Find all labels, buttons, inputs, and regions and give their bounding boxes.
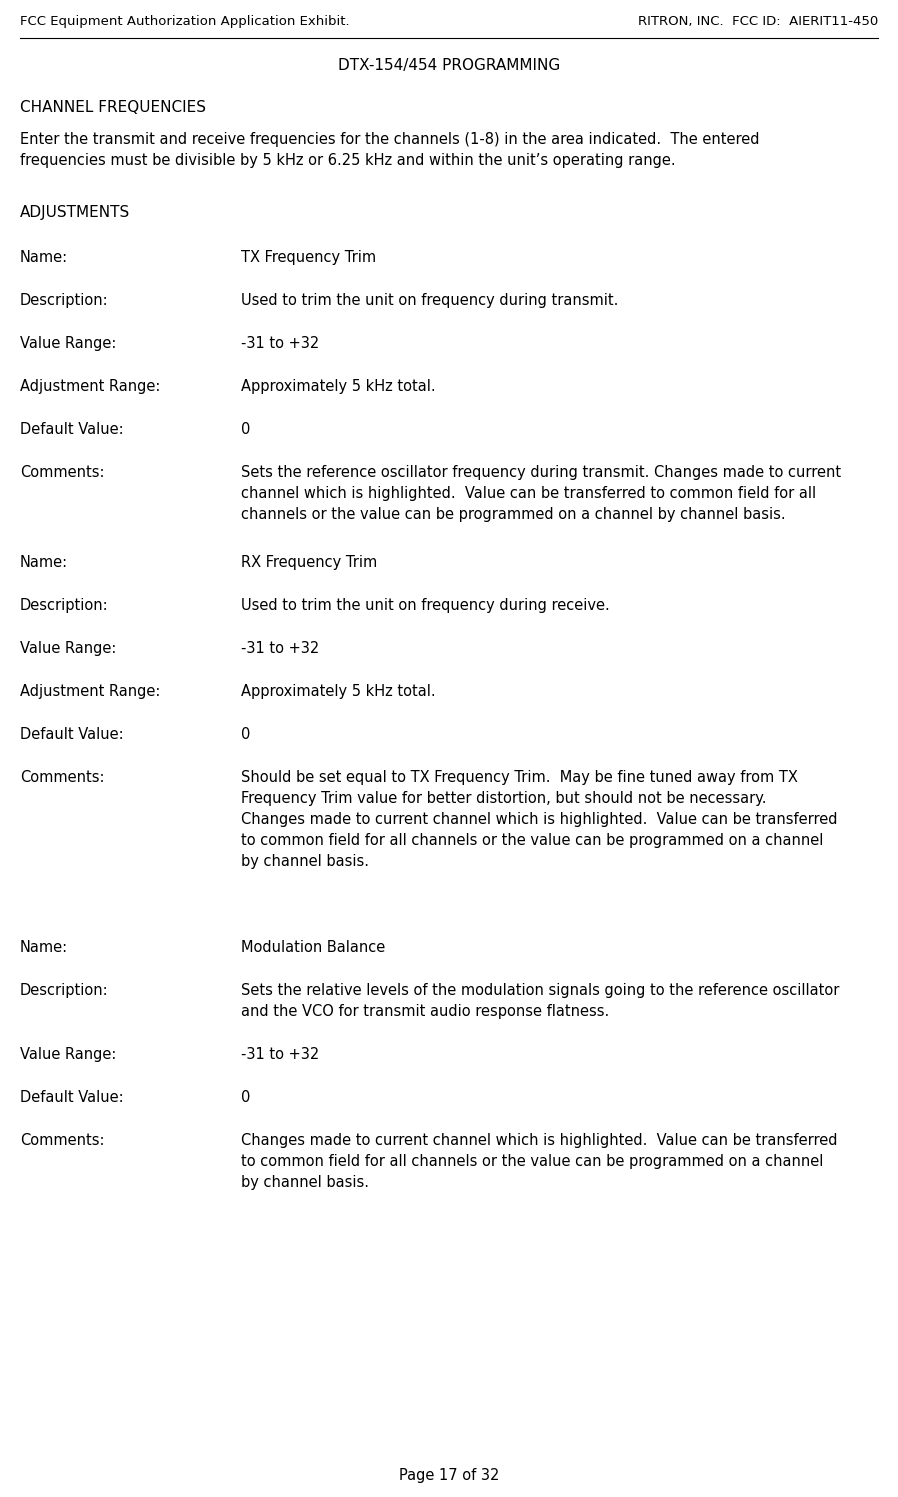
Text: Approximately 5 kHz total.: Approximately 5 kHz total.: [241, 379, 436, 394]
Text: Default Value:: Default Value:: [20, 728, 123, 743]
Text: Modulation Balance: Modulation Balance: [241, 940, 385, 955]
Text: Value Range:: Value Range:: [20, 335, 116, 350]
Text: RX Frequency Trim: RX Frequency Trim: [241, 555, 377, 570]
Text: channel which is highlighted.  Value can be transferred to common field for all: channel which is highlighted. Value can …: [241, 487, 815, 501]
Text: Name:: Name:: [20, 555, 68, 570]
Text: by channel basis.: by channel basis.: [241, 1175, 369, 1190]
Text: Enter the transmit and receive frequencies for the channels (1-8) in the area in: Enter the transmit and receive frequenci…: [20, 132, 759, 147]
Text: Changes made to current channel which is highlighted.  Value can be transferred: Changes made to current channel which is…: [241, 811, 837, 826]
Text: to common field for all channels or the value can be programmed on a channel: to common field for all channels or the …: [241, 1154, 823, 1169]
Text: and the VCO for transmit audio response flatness.: and the VCO for transmit audio response …: [241, 1004, 609, 1019]
Text: DTX-154/454 PROGRAMMING: DTX-154/454 PROGRAMMING: [338, 58, 560, 73]
Text: Approximately 5 kHz total.: Approximately 5 kHz total.: [241, 684, 436, 699]
Text: Adjustment Range:: Adjustment Range:: [20, 684, 160, 699]
Text: Description:: Description:: [20, 293, 109, 308]
Text: ADJUSTMENTS: ADJUSTMENTS: [20, 205, 130, 220]
Text: -31 to +32: -31 to +32: [241, 641, 319, 656]
Text: Sets the reference oscillator frequency during transmit. Changes made to current: Sets the reference oscillator frequency …: [241, 466, 841, 481]
Text: Value Range:: Value Range:: [20, 641, 116, 656]
Text: Default Value:: Default Value:: [20, 422, 123, 437]
Text: 0: 0: [241, 422, 250, 437]
Text: CHANNEL FREQUENCIES: CHANNEL FREQUENCIES: [20, 100, 206, 115]
Text: Name:: Name:: [20, 940, 68, 955]
Text: Comments:: Comments:: [20, 1133, 104, 1148]
Text: Description:: Description:: [20, 597, 109, 612]
Text: Used to trim the unit on frequency during transmit.: Used to trim the unit on frequency durin…: [241, 293, 618, 308]
Text: Default Value:: Default Value:: [20, 1090, 123, 1105]
Text: Comments:: Comments:: [20, 466, 104, 481]
Text: TX Frequency Trim: TX Frequency Trim: [241, 250, 375, 265]
Text: Comments:: Comments:: [20, 769, 104, 784]
Text: -31 to +32: -31 to +32: [241, 335, 319, 350]
Text: RITRON, INC.  FCC ID:  AIERIT11-450: RITRON, INC. FCC ID: AIERIT11-450: [638, 15, 878, 28]
Text: 0: 0: [241, 728, 250, 743]
Text: to common field for all channels or the value can be programmed on a channel: to common field for all channels or the …: [241, 832, 823, 847]
Text: Name:: Name:: [20, 250, 68, 265]
Text: Value Range:: Value Range:: [20, 1046, 116, 1061]
Text: Page 17 of 32: Page 17 of 32: [399, 1469, 499, 1484]
Text: 0: 0: [241, 1090, 250, 1105]
Text: Should be set equal to TX Frequency Trim.  May be fine tuned away from TX: Should be set equal to TX Frequency Trim…: [241, 769, 797, 784]
Text: Sets the relative levels of the modulation signals going to the reference oscill: Sets the relative levels of the modulati…: [241, 984, 839, 998]
Text: Adjustment Range:: Adjustment Range:: [20, 379, 160, 394]
Text: FCC Equipment Authorization Application Exhibit.: FCC Equipment Authorization Application …: [20, 15, 349, 28]
Text: Frequency Trim value for better distortion, but should not be necessary.: Frequency Trim value for better distorti…: [241, 790, 766, 805]
Text: Changes made to current channel which is highlighted.  Value can be transferred: Changes made to current channel which is…: [241, 1133, 837, 1148]
Text: channels or the value can be programmed on a channel by channel basis.: channels or the value can be programmed …: [241, 507, 785, 522]
Text: Used to trim the unit on frequency during receive.: Used to trim the unit on frequency durin…: [241, 597, 610, 612]
Text: -31 to +32: -31 to +32: [241, 1046, 319, 1061]
Text: Description:: Description:: [20, 984, 109, 998]
Text: frequencies must be divisible by 5 kHz or 6.25 kHz and within the unit’s operati: frequencies must be divisible by 5 kHz o…: [20, 153, 675, 168]
Text: by channel basis.: by channel basis.: [241, 853, 369, 868]
